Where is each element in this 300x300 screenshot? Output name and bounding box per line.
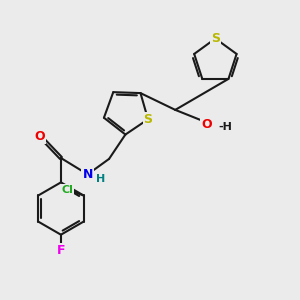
Text: O: O (201, 118, 212, 130)
Text: -H: -H (218, 122, 232, 132)
Text: N: N (82, 168, 93, 181)
Text: O: O (35, 130, 45, 143)
Text: S: S (211, 32, 220, 45)
Text: F: F (57, 244, 65, 256)
Text: Cl: Cl (61, 185, 73, 195)
Text: H: H (96, 174, 105, 184)
Text: S: S (143, 113, 152, 126)
